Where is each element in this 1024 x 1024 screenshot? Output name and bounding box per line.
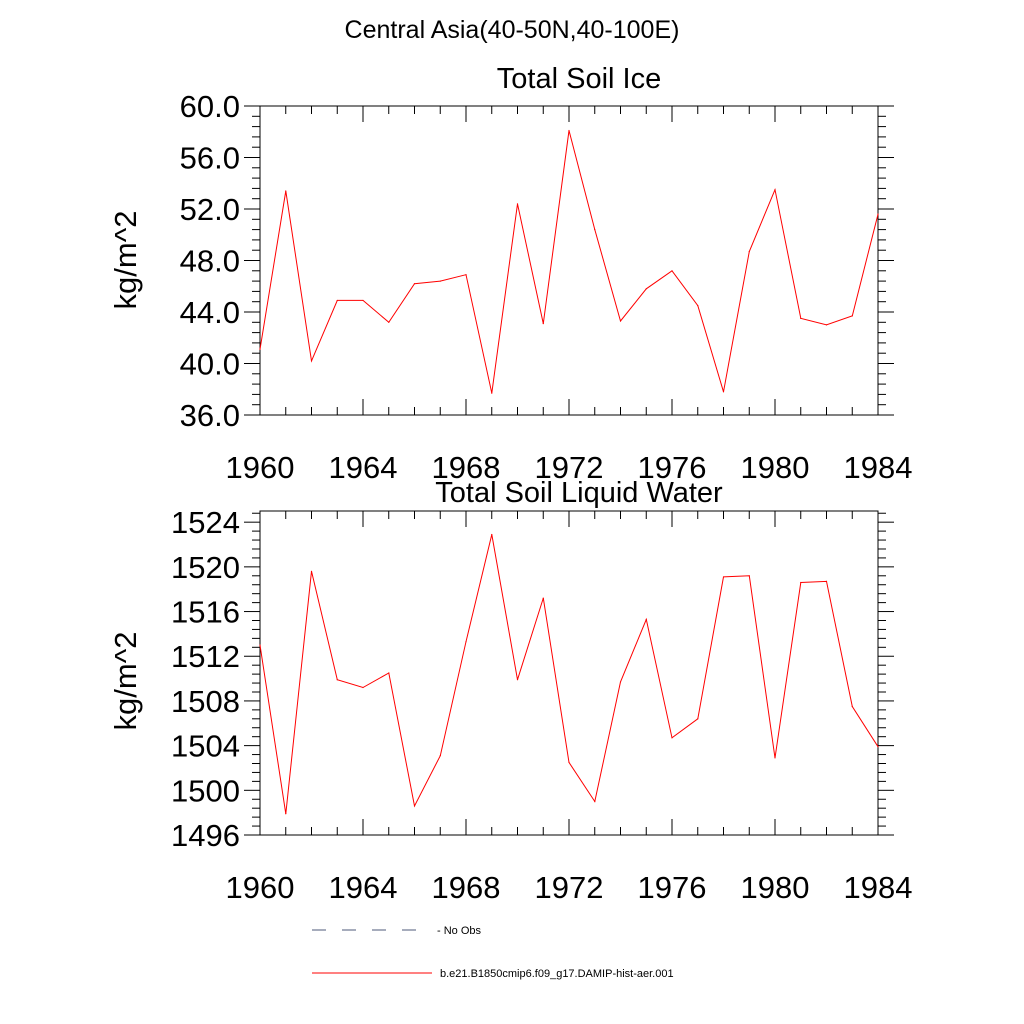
data-point [671, 270, 673, 272]
y-tick-label: 36.0 [180, 398, 240, 433]
data-point [285, 190, 287, 192]
data-point [594, 800, 596, 803]
data-point [362, 686, 364, 689]
data-point [619, 681, 622, 683]
x-tick-label: 1976 [638, 450, 707, 485]
data-point [748, 250, 750, 253]
y-tick-label: 1500 [171, 773, 240, 808]
data-point [697, 718, 699, 720]
data-point [388, 672, 390, 674]
data-point [259, 644, 261, 646]
legend: - No Obs b.e21.B1850cmip6.f09_g17.DAMIP-h… [312, 925, 674, 980]
x-tick-label: 1968 [432, 870, 501, 905]
data-point [877, 746, 879, 748]
data-point [388, 321, 390, 323]
x-tick-label: 1984 [844, 870, 913, 905]
data-point [568, 129, 570, 132]
data-point [413, 283, 416, 285]
data-point [413, 805, 416, 807]
y-tick-label: 52.0 [180, 192, 240, 227]
data-point [542, 597, 544, 599]
data-point [439, 755, 441, 757]
data-point [645, 288, 647, 290]
data-point [851, 705, 853, 708]
y-tick-label: 60.0 [180, 89, 240, 124]
chart-title: Total Soil Ice [497, 63, 661, 95]
figure-title: Central Asia(40-50N,40-100E) [344, 16, 680, 44]
y-tick-label: 1516 [171, 595, 240, 630]
data-point [774, 189, 776, 191]
x-tick-label: 1960 [226, 870, 295, 905]
data-point [877, 213, 879, 215]
chart-panel-2: Total Soil Liquid Water 1960 1964 1968 1972 1… [108, 477, 912, 905]
series-line [259, 130, 879, 394]
y-tick-label: 1496 [171, 818, 240, 853]
data-point [310, 360, 313, 362]
data-point [619, 320, 622, 322]
data-point [542, 322, 544, 325]
x-tick-label: 1960 [226, 450, 295, 485]
x-tick-label: 1984 [844, 450, 913, 485]
y-tick-label: 44.0 [180, 295, 240, 330]
y-axis-label: kg/m^2 [108, 632, 143, 731]
data-point [336, 679, 338, 681]
x-tick-label: 1964 [329, 450, 398, 485]
data-point [336, 299, 338, 302]
data-point [825, 580, 828, 582]
data-point [259, 348, 261, 350]
data-point [645, 618, 647, 620]
data-point [748, 575, 750, 577]
y-tick-label: 48.0 [180, 244, 240, 279]
data-point [722, 391, 725, 393]
data-point [722, 576, 725, 578]
data-point [851, 315, 853, 317]
data-point [491, 533, 493, 536]
y-tick-label: 40.0 [180, 347, 240, 382]
x-tick-label: 1972 [535, 870, 604, 905]
y-tick-label: 1504 [171, 729, 240, 764]
x-tick-label: 1972 [535, 450, 604, 485]
y-axis-label: kg/m^2 [108, 211, 143, 310]
data-point [310, 570, 313, 572]
y-tick-label: 56.0 [180, 141, 240, 176]
y-tick-label: 1512 [171, 639, 240, 674]
legend-label: - No Obs [437, 925, 482, 937]
data-point [465, 641, 467, 643]
data-point [825, 324, 828, 326]
data-point [671, 737, 673, 739]
data-point [800, 581, 802, 584]
x-tick-label: 1976 [638, 870, 707, 905]
data-point [362, 299, 364, 302]
plot-frame [259, 510, 879, 836]
data-point [594, 229, 596, 231]
y-tick-label: 1520 [171, 550, 240, 585]
data-point [465, 274, 467, 276]
plot-frame [259, 105, 879, 416]
data-point [774, 757, 776, 759]
chart-title: Total Soil Liquid Water [435, 477, 723, 509]
data-point [800, 317, 802, 320]
legend-label: b.e21.B1850cmip6.f09_g17.DAMIP-hist-aer.… [440, 968, 674, 980]
x-tick-label: 1980 [741, 450, 810, 485]
data-point [285, 813, 287, 815]
y-tick-label: 1524 [171, 505, 240, 540]
data-point [697, 304, 699, 307]
data-point [516, 679, 519, 681]
series-line [259, 534, 879, 814]
chart-panel-1: Total Soil Ice 1960 1964 1968 1972 1976 1980 19… [108, 63, 912, 485]
x-tick-label: 1964 [329, 870, 398, 905]
x-tick-label: 1968 [432, 450, 501, 485]
x-tick-label: 1980 [741, 870, 810, 905]
data-point [568, 761, 570, 763]
y-tick-label: 1508 [171, 684, 240, 719]
data-point [516, 203, 519, 205]
data-point [491, 392, 493, 394]
data-point [439, 280, 441, 282]
